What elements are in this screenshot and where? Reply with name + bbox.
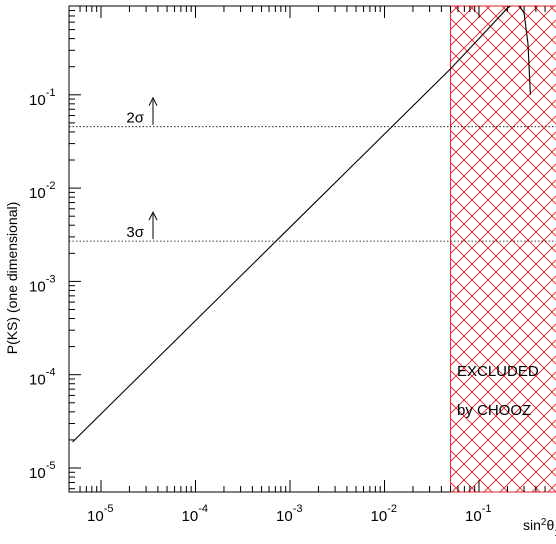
x-tick-label: 10-1 xyxy=(465,503,491,525)
reference-label: 3σ xyxy=(126,224,144,241)
x-tick-base: 10 xyxy=(87,508,104,525)
y-tick-exp: -4 xyxy=(46,367,56,379)
x-tick-label: 10-5 xyxy=(87,503,113,525)
x-axis-title: sin2θ13 xyxy=(523,517,556,539)
y-tick-label: 10-5 xyxy=(29,460,55,482)
x-axis-title-sub: 13 xyxy=(554,528,556,539)
y-tick-exp: -3 xyxy=(46,273,56,285)
up-arrow-head xyxy=(148,96,158,106)
y-tick-exp: -2 xyxy=(46,180,56,192)
excluded-region xyxy=(450,5,556,493)
y-tick-label: 10-3 xyxy=(29,273,55,295)
x-tick-exp: -3 xyxy=(293,503,303,515)
x-tick-exp: -2 xyxy=(387,503,397,515)
x-tick-base: 10 xyxy=(371,508,388,525)
x-tick-exp: -5 xyxy=(104,503,114,515)
excluded-label-line1: EXCLUDED xyxy=(457,363,539,380)
up-arrow-head xyxy=(148,211,158,221)
excluded-label-line2: by CHOOZ xyxy=(457,402,531,419)
x-tick-label: 10-3 xyxy=(276,503,302,525)
reference-label: 2σ xyxy=(126,110,144,127)
y-tick-base: 10 xyxy=(29,372,46,389)
x-tick-base: 10 xyxy=(182,508,199,525)
x-axis-title-sup: 2 xyxy=(541,517,547,528)
x-tick-base: 10 xyxy=(465,508,482,525)
y-tick-base: 10 xyxy=(29,465,46,482)
x-tick-exp: -1 xyxy=(482,503,492,515)
x-tick-label: 10-2 xyxy=(371,503,397,525)
y-axis-title: P(KS) (one dimensional) xyxy=(4,202,20,355)
y-tick-base: 10 xyxy=(29,278,46,295)
series-line xyxy=(72,6,531,443)
x-axis-title-theta: θ xyxy=(546,517,554,533)
x-tick-base: 10 xyxy=(276,508,293,525)
y-tick-label: 10-1 xyxy=(29,87,55,109)
y-tick-base: 10 xyxy=(29,92,46,109)
x-tick-exp: -4 xyxy=(198,503,208,515)
y-tick-exp: -1 xyxy=(46,87,56,99)
x-tick-label: 10-4 xyxy=(182,503,208,525)
plot-frame xyxy=(68,5,556,493)
y-tick-base: 10 xyxy=(29,185,46,202)
y-tick-label: 10-4 xyxy=(29,367,55,389)
x-axis-title-base: sin xyxy=(523,517,541,533)
y-tick-exp: -5 xyxy=(46,460,56,472)
y-tick-label: 10-2 xyxy=(29,180,55,202)
